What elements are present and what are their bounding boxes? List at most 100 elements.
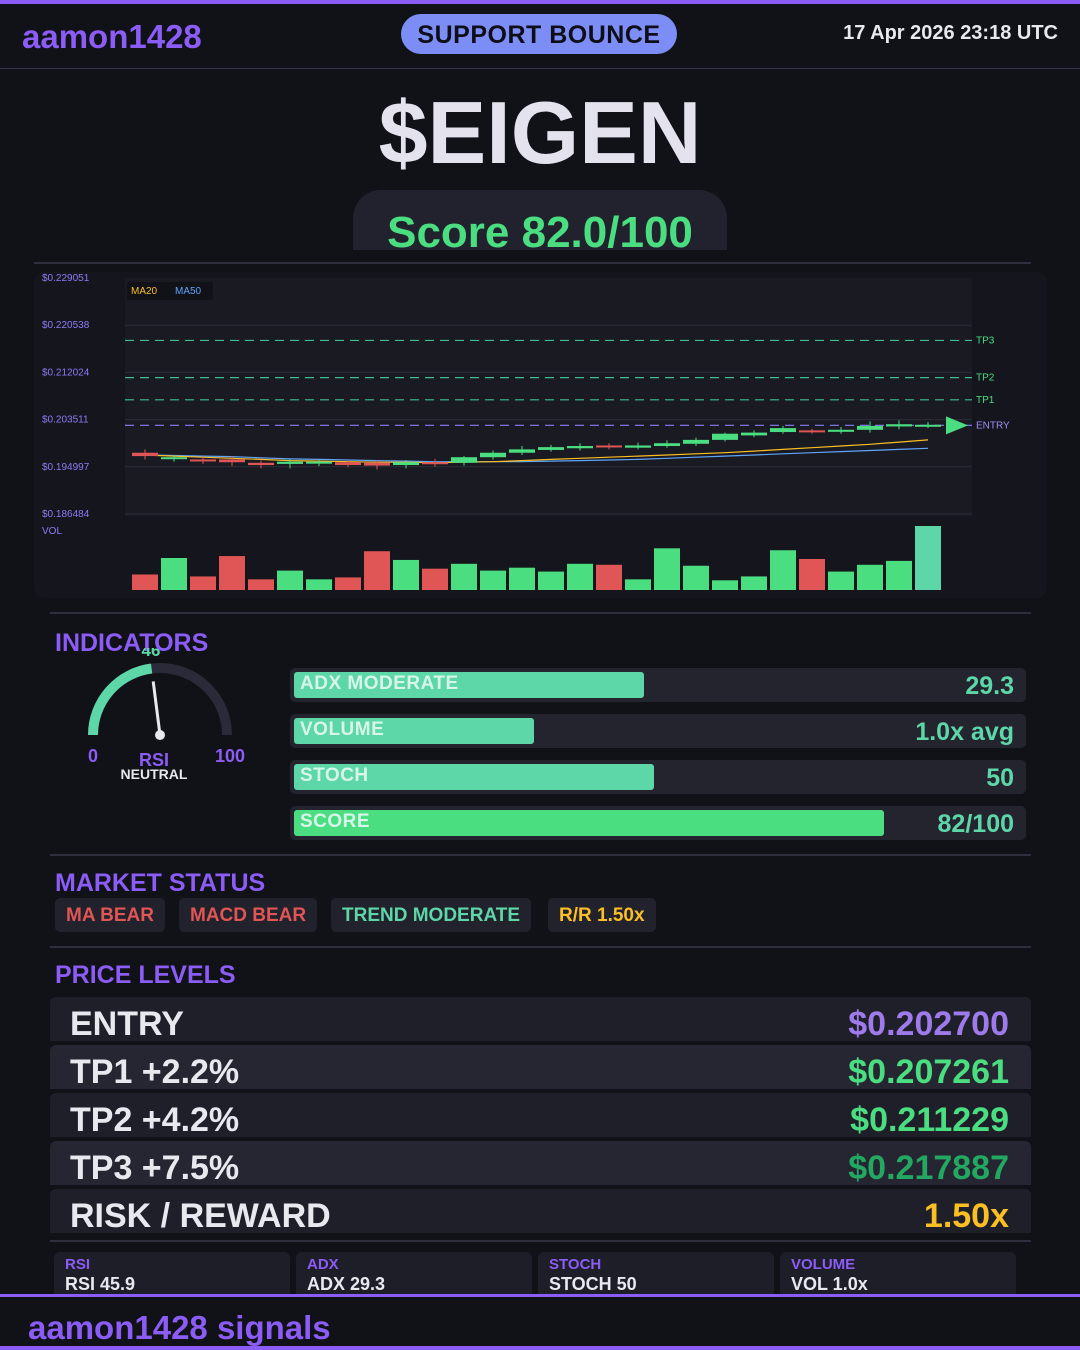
candle-body [306,461,332,464]
rsi-gauge-value: 46 [142,648,161,660]
level-price: $0.217887 [848,1149,1009,1187]
candle-body [741,432,767,436]
level-label: TP3 +7.5% [70,1149,240,1187]
market-status-title: MARKET STATUS [55,869,266,897]
stat-card-volume: VOLUME VOL 1.0x [780,1252,1016,1296]
indicator-bar-score: SCORE 82/100 [290,806,1026,840]
candle-body [190,459,216,462]
ma20-line [144,439,929,464]
chart-legend-box [127,282,213,300]
rsi-gauge-state: NEUTRAL [121,766,188,782]
brand-name: aamon1428 [22,18,202,55]
divider [34,262,1031,264]
candle-body [480,452,506,458]
candle-body [828,429,854,432]
level-row-tp2: TP2 +4.2% $0.211229 [50,1093,1031,1139]
score-text: Score 82.0/100 [387,208,693,257]
volume-bar [770,550,796,590]
y-tick-label: $0.220538 [42,320,90,331]
indicator-bar-fill [294,810,884,836]
volume-bar [596,564,622,590]
chart-plot-area [125,278,972,516]
stat-card-adx: ADX ADX 29.3 [296,1252,532,1296]
level-row-tp1: TP1 +2.2% $0.207261 [50,1045,1031,1091]
candle-body [712,433,738,440]
candle-body [277,461,303,464]
score-box: Score 82.0/100 [353,190,727,257]
volume-bar [480,570,506,590]
level-tag-entry: ENTRY [976,420,1010,431]
status-tag-macd: MACD BEAR [179,898,318,932]
divider [50,612,1031,614]
volume-bar [567,563,593,590]
rsi-gauge: 46 0 100 RSI NEUTRAL [88,648,245,782]
indicator-bar-value: 1.0x avg [915,718,1014,746]
y-tick-label: $0.203511 [42,415,89,426]
y-tick-label: $0.229051 [42,273,90,284]
candle-body [335,462,361,466]
candle-body [625,445,651,448]
stat-value: STOCH 50 [549,1274,637,1294]
candle-body [132,452,158,457]
indicator-bar-value: 82/100 [937,810,1014,838]
level-label: TP2 +4.2% [70,1101,240,1139]
level-price: $0.207261 [848,1053,1009,1091]
indicator-bar-stoch: STOCH 50 [290,760,1026,794]
level-price: $0.202700 [848,1005,1009,1043]
stat-value: VOL 1.0x [791,1274,868,1294]
candle-body [538,447,564,450]
stat-value: ADX 29.3 [307,1274,386,1294]
status-tag-trend: TREND MODERATE [331,898,532,932]
candle-body [451,457,477,463]
indicator-bar-value: 29.3 [965,672,1014,700]
ma50-line [144,447,929,463]
volume-bar [538,571,564,590]
rsi-gauge-min: 0 [88,746,98,766]
candle-body [393,462,419,466]
entry-arrow-icon [946,416,968,435]
divider [50,1240,1031,1242]
status-tag-ma: MA BEAR [55,898,165,932]
indicators-title: INDICATORS [55,629,209,657]
price-levels-title: PRICE LEVELS [55,961,236,989]
datetime-stamp: 17 Apr 2026 23:18 UTC [843,22,1058,44]
price-chart-panel: $0.229051 $0.220538 $0.212024 $0.203511 $0.1… [34,272,1047,598]
volume-bar [277,570,303,590]
indicator-bar-adx: ADX MODERATE 29.3 [290,668,1026,702]
y-tick-label: $0.186484 [42,509,90,520]
candle-body [509,449,535,453]
volume-bar [654,548,680,590]
volume-bar [219,556,245,590]
candle-body [596,445,622,448]
candle-body [161,457,187,460]
volume-bar [161,558,187,590]
rsi-gauge-fill [88,663,153,736]
candle-body [364,462,390,466]
bottom-accent-line [0,1346,1080,1350]
level-row-entry: ENTRY $0.202700 [50,997,1031,1043]
candle-body [799,430,825,433]
stat-title: STOCH [549,1256,602,1273]
footer-bar: aamon1428 signals [0,1294,1080,1349]
volume-bar [741,576,767,590]
signal-badge: SUPPORT BOUNCE [401,14,677,54]
indicator-bar-fill [294,718,534,744]
candle-body [886,424,912,427]
volume-bar [828,571,854,590]
divider [50,946,1031,948]
status-tag-rr: R/R 1.50x [548,898,656,932]
legend-ma20: MA20 [131,286,158,297]
rsi-gauge-pivot [155,730,165,740]
stat-value: RSI 45.9 [65,1274,136,1294]
indicator-bar-label: STOCH [300,765,369,786]
volume-bar [625,579,651,590]
rsi-gauge-label: RSI [139,750,169,770]
footer-text: aamon1428 signals [28,1309,331,1346]
level-label: RISK / REWARD [70,1197,331,1235]
volume-bar [190,576,216,590]
rsi-gauge-max: 100 [215,746,245,766]
candle-body [248,462,274,466]
stat-title: ADX [307,1256,339,1273]
indicator-bar-fill [294,764,654,790]
level-row-tp3: TP3 +7.5% $0.217887 [50,1141,1031,1187]
